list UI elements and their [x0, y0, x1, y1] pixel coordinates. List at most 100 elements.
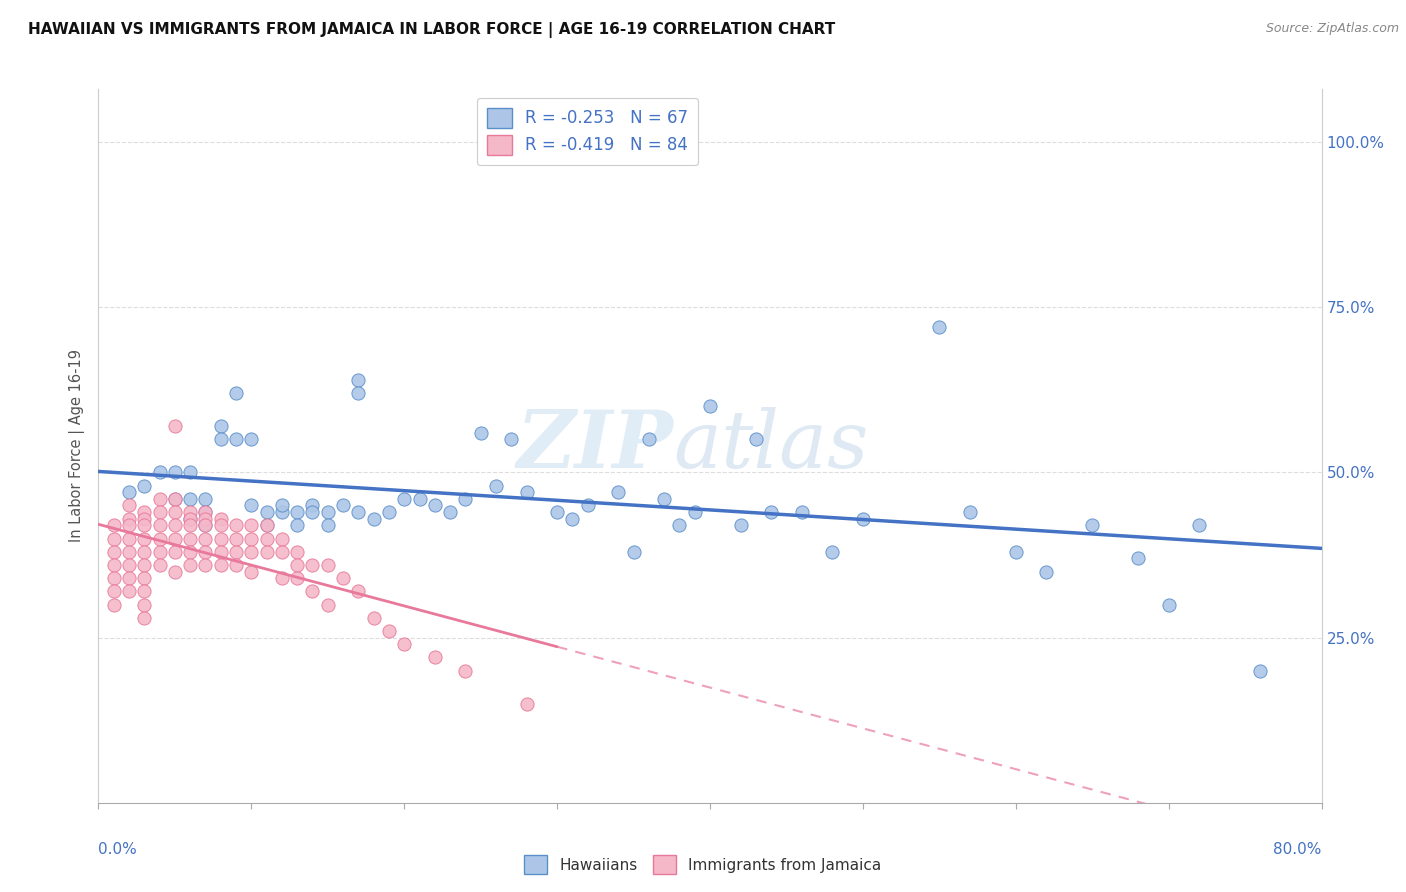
Point [209, 518, 232, 533]
Point [134, 505, 156, 519]
Point [285, 558, 308, 572]
Point [225, 545, 247, 559]
Point [163, 505, 186, 519]
Point [118, 558, 141, 572]
Point [285, 505, 308, 519]
Point [392, 637, 416, 651]
Point [347, 373, 370, 387]
Point [118, 532, 141, 546]
Point [637, 433, 661, 447]
Text: 80.0%: 80.0% [1274, 842, 1322, 857]
Point [1249, 664, 1271, 678]
Point [134, 611, 156, 625]
Point [485, 478, 508, 492]
Point [103, 518, 125, 533]
Point [134, 532, 156, 546]
Point [852, 511, 875, 525]
Point [209, 433, 232, 447]
Point [623, 545, 645, 559]
Point [225, 558, 247, 572]
Point [423, 499, 446, 513]
Point [423, 650, 446, 665]
Point [194, 532, 217, 546]
Point [516, 485, 538, 500]
Point [759, 505, 782, 519]
Point [1081, 518, 1104, 533]
Point [285, 571, 308, 585]
Point [103, 532, 125, 546]
Point [790, 505, 813, 519]
Point [363, 511, 385, 525]
Point [209, 511, 232, 525]
Point [256, 505, 278, 519]
Point [194, 558, 217, 572]
Text: HAWAIIAN VS IMMIGRANTS FROM JAMAICA IN LABOR FORCE | AGE 16-19 CORRELATION CHART: HAWAIIAN VS IMMIGRANTS FROM JAMAICA IN L… [28, 22, 835, 38]
Point [225, 433, 247, 447]
Point [194, 505, 217, 519]
Point [225, 386, 247, 401]
Point [301, 584, 323, 599]
Point [1157, 598, 1180, 612]
Point [163, 565, 186, 579]
Point [149, 505, 172, 519]
Point [149, 491, 172, 506]
Point [668, 518, 690, 533]
Point [270, 499, 292, 513]
Point [103, 571, 125, 585]
Point [408, 491, 430, 506]
Point [607, 485, 630, 500]
Point [134, 478, 156, 492]
Point [103, 584, 125, 599]
Point [179, 505, 201, 519]
Point [118, 571, 141, 585]
Point [118, 584, 141, 599]
Point [163, 518, 186, 533]
Point [256, 518, 278, 533]
Point [118, 485, 141, 500]
Point [134, 518, 156, 533]
Y-axis label: In Labor Force | Age 16-19: In Labor Force | Age 16-19 [69, 350, 84, 542]
Point [332, 571, 354, 585]
Text: Source: ZipAtlas.com: Source: ZipAtlas.com [1265, 22, 1399, 36]
Point [149, 532, 172, 546]
Point [179, 558, 201, 572]
Point [134, 558, 156, 572]
Point [821, 545, 844, 559]
Point [149, 466, 172, 480]
Point [256, 532, 278, 546]
Point [240, 545, 263, 559]
Point [928, 320, 950, 334]
Point [134, 571, 156, 585]
Point [392, 491, 416, 506]
Point [745, 433, 768, 447]
Point [316, 598, 339, 612]
Point [179, 466, 201, 480]
Point [179, 511, 201, 525]
Point [576, 499, 599, 513]
Point [316, 505, 339, 519]
Legend: R = -0.253   N = 67, R = -0.419   N = 84: R = -0.253 N = 67, R = -0.419 N = 84 [477, 97, 699, 165]
Point [256, 518, 278, 533]
Point [301, 558, 323, 572]
Text: ZIP: ZIP [516, 408, 673, 484]
Point [730, 518, 752, 533]
Point [301, 505, 323, 519]
Point [561, 511, 583, 525]
Point [209, 545, 232, 559]
Point [225, 532, 247, 546]
Point [134, 584, 156, 599]
Point [209, 419, 232, 434]
Point [103, 545, 125, 559]
Point [516, 697, 538, 711]
Point [225, 518, 247, 533]
Point [194, 518, 217, 533]
Point [1128, 551, 1150, 566]
Point [316, 558, 339, 572]
Point [209, 532, 232, 546]
Point [240, 532, 263, 546]
Point [179, 491, 201, 506]
Point [347, 584, 370, 599]
Point [546, 505, 568, 519]
Point [652, 491, 675, 506]
Text: 0.0%: 0.0% [98, 842, 138, 857]
